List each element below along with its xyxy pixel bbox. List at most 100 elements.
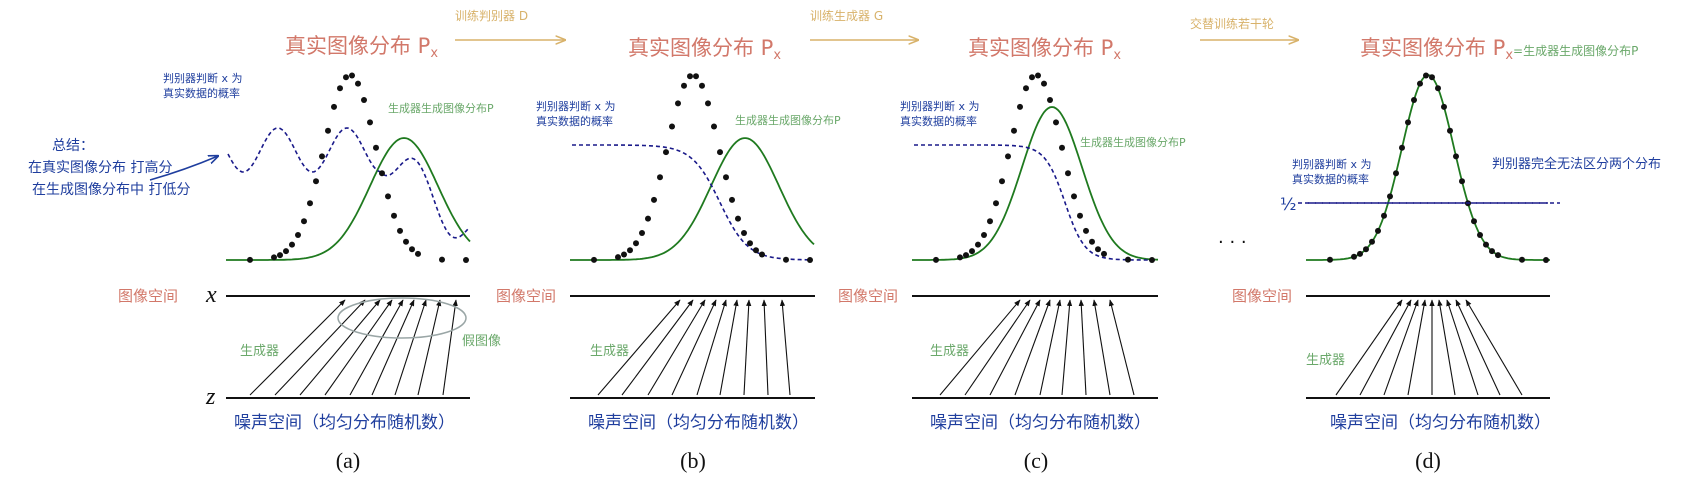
panel-b: 真实图像分布 Px 判别器判断 x 为 真实数据的概率 生成器生成图像分布P 图… <box>496 36 841 473</box>
real-distribution-dot <box>591 256 597 263</box>
discriminator-curve <box>227 127 469 239</box>
real-distribution-dot <box>295 232 301 238</box>
real-distribution-dot <box>337 85 343 92</box>
real-distribution-dot <box>615 254 621 261</box>
generator-mapping-arrow <box>249 299 346 396</box>
real-distribution-dot <box>307 200 313 207</box>
generator-mapping-arrow <box>349 299 404 396</box>
real-distribution-dot <box>735 215 741 222</box>
curves <box>1298 72 1560 263</box>
real-distribution-dot <box>367 119 373 126</box>
generator-mapping-arrow <box>1092 299 1111 396</box>
generator-mapping-arrow <box>743 299 752 396</box>
real-distribution-dot <box>1065 170 1071 177</box>
generator-mapping <box>597 299 791 396</box>
generator-mapping-arrow <box>671 299 717 396</box>
real-distribution-dot <box>1363 246 1369 253</box>
generator-mapping-arrow <box>442 299 458 396</box>
real-distribution-dot <box>1011 127 1017 134</box>
step-arrow-1: 训练判别器 D <box>455 8 565 40</box>
real-distribution-dot <box>343 74 349 81</box>
real-distribution-dot <box>349 72 355 79</box>
real-distribution-dot <box>1519 256 1525 263</box>
generator-mapping-arrow <box>647 299 706 396</box>
generator-mapping-arrow <box>621 299 694 396</box>
real-distribution-dot <box>439 256 445 263</box>
real-distribution-dot <box>1387 193 1393 200</box>
real-distribution-dot <box>1369 238 1375 245</box>
generator-distribution-curve <box>570 137 815 261</box>
real-distribution-dot <box>693 73 699 80</box>
fake-image-label: 假图像 <box>462 334 501 349</box>
step-arrow-3: 交替训练若干轮 <box>1190 16 1298 40</box>
real-distribution-dot <box>415 250 421 257</box>
panel-title: 真实图像分布 Px <box>968 36 1121 63</box>
real-distribution-dot <box>621 251 627 258</box>
real-distribution-dot <box>313 178 319 185</box>
real-distribution-dot <box>331 103 337 110</box>
generator-mapping-arrow <box>394 299 427 396</box>
generator-mapping <box>939 299 1135 396</box>
gen-dist-label: 生成器生成图像分布P <box>735 113 841 127</box>
real-distribution-dot <box>681 82 687 89</box>
panel-c: 真实图像分布 Px 判别器判断 x 为 真实数据的概率 生成器生成图像分布P 图… <box>838 36 1186 473</box>
real-distribution-dot <box>1095 246 1101 253</box>
discriminator-curve <box>914 144 1156 261</box>
generator-mapping-arrow <box>371 299 415 396</box>
real-distribution-dot <box>1381 212 1387 219</box>
noise-space-label: 噪声空间（均匀分布随机数） <box>588 413 809 433</box>
real-distribution-dot <box>933 256 939 263</box>
real-distribution-dot <box>1035 72 1041 79</box>
real-distribution-dot <box>1489 248 1495 255</box>
real-distribution-dot <box>717 149 723 156</box>
real-distribution-dot <box>409 246 415 253</box>
generator-mapping-arrow <box>939 299 1021 396</box>
real-distribution-dot <box>1453 153 1459 160</box>
real-distribution-dot <box>993 200 999 207</box>
curves <box>226 72 471 263</box>
real-distribution-dot <box>391 212 397 219</box>
real-distribution-dot <box>1149 257 1155 263</box>
real-distribution-dot <box>753 247 759 254</box>
panel-title: 真实图像分布 Px=生成器生成图像分布P <box>1360 36 1638 63</box>
panel-title: 真实图像分布 Px <box>285 34 438 61</box>
generator-mapping-arrow <box>964 299 1031 396</box>
real-distribution-dot <box>1125 256 1131 263</box>
real-distribution-dot <box>1399 144 1405 151</box>
generator-mapping-arrow <box>1446 299 1479 396</box>
generator-mapping-arrow <box>1407 299 1427 396</box>
real-distribution-dot <box>957 254 963 261</box>
generator-mapping-arrow <box>761 299 769 396</box>
real-distribution-dot <box>969 248 975 255</box>
real-distribution-dot <box>1005 153 1011 160</box>
x-axis-label: x <box>205 282 217 308</box>
real-distribution-dot <box>1077 212 1083 219</box>
real-distribution-dot <box>783 256 789 263</box>
z-axis-label: z <box>205 384 216 410</box>
fake-image-circle <box>337 297 467 339</box>
real-distribution-dot <box>663 149 669 156</box>
generator-mapping-arrow <box>1335 299 1403 396</box>
real-distribution-dot <box>1435 85 1441 92</box>
generator-mapping-arrow <box>779 299 791 396</box>
generator-mapping-arrow <box>1465 299 1523 396</box>
step-arrow-2: 训练生成器 G <box>810 8 918 40</box>
real-distribution-dot <box>711 123 717 130</box>
real-distribution-dot <box>687 73 693 80</box>
real-distribution-dot <box>633 240 639 247</box>
real-distribution-dot <box>741 230 747 236</box>
real-distribution-dot <box>283 248 289 255</box>
real-distribution-dot <box>807 257 813 263</box>
step-arrow-label: 训练判别器 D <box>455 8 528 23</box>
real-distribution-dot <box>975 241 981 248</box>
real-distribution-dot <box>1089 238 1095 245</box>
real-distribution-dot <box>645 215 651 222</box>
real-distribution-dot <box>1375 227 1381 234</box>
generator-mapping-arrow <box>1455 299 1501 396</box>
generator-mapping-arrow <box>1039 299 1062 396</box>
generator-mapping-arrow <box>1014 299 1051 396</box>
real-distribution-dot <box>987 218 993 225</box>
generator-mapping-arrow <box>719 299 739 396</box>
generator-mapping-arrow <box>989 299 1041 396</box>
